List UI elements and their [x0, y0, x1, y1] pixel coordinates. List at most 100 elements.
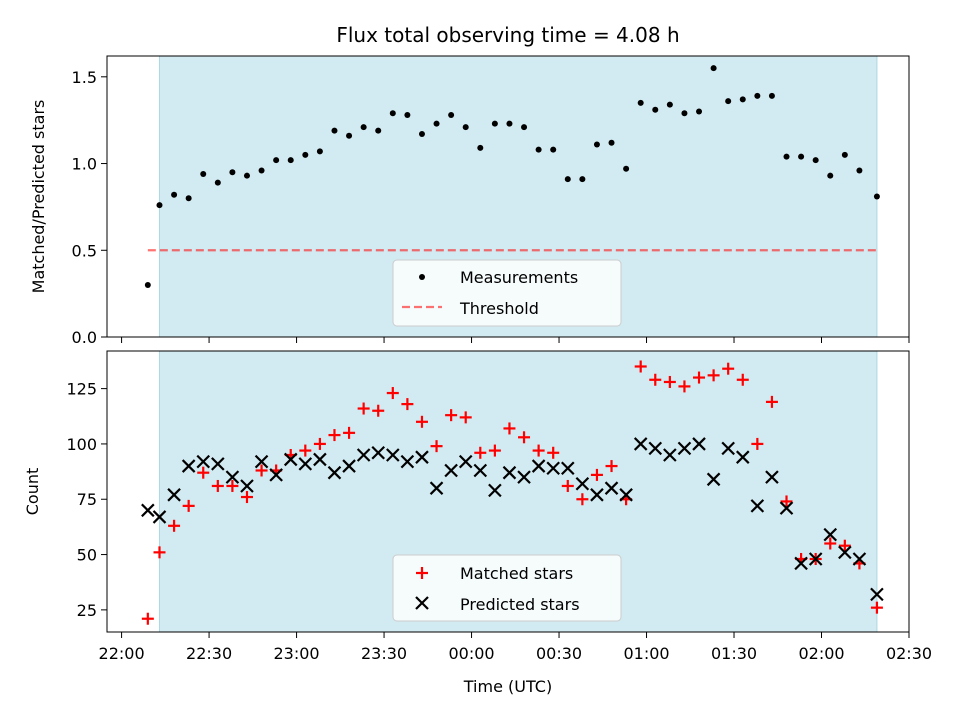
measurement-point	[593, 141, 600, 148]
measurement-point	[258, 167, 265, 174]
predicted-star-point	[823, 527, 838, 542]
count-y-axis-label: Count	[23, 468, 42, 516]
matched-star-point	[678, 380, 691, 393]
time-x-tick-label: 00:00	[448, 644, 494, 663]
measurement-point	[827, 172, 834, 179]
predicted-star-point	[706, 472, 721, 487]
matched-star-point	[663, 375, 676, 388]
predicted-star-point	[838, 545, 852, 560]
matched-star-point	[474, 446, 487, 459]
matched-star-point	[547, 446, 560, 459]
measurement-point	[564, 176, 571, 183]
matched-star-point	[824, 537, 837, 550]
chart-title: Flux total observing time = 4.08 h	[336, 23, 679, 47]
measurement-point	[754, 92, 761, 99]
measurement-point	[229, 169, 236, 176]
predicted-star-point	[400, 454, 415, 469]
measurement-point	[462, 124, 469, 131]
matched-star-point	[590, 468, 603, 481]
predicted-star-point	[604, 481, 619, 495]
measurement-point	[185, 195, 192, 202]
matched-star-point	[328, 429, 341, 442]
matched-star-point	[605, 460, 618, 473]
measurement-point	[666, 101, 673, 108]
measurement-point	[477, 144, 484, 151]
measurement-point	[798, 153, 805, 160]
measurement-point	[273, 157, 280, 164]
measurement-point	[331, 127, 338, 134]
predicted-star-point	[488, 483, 502, 498]
measurement-point	[418, 131, 425, 138]
predicted-star-point	[342, 459, 356, 473]
measurement-point	[550, 146, 557, 153]
predicted-star-point	[808, 552, 823, 566]
measurement-point	[316, 148, 323, 155]
predicted-star-point	[298, 457, 313, 471]
predicted-star-point	[794, 556, 808, 571]
matched-star-point	[751, 437, 764, 450]
measurement-point	[637, 99, 644, 106]
predicted-star-point	[167, 488, 181, 502]
ratio-y-tick-label: 1.5	[72, 68, 97, 87]
predicted-star-point	[356, 448, 371, 462]
matched-star-point	[372, 404, 385, 417]
count-y-tick-label: 125	[66, 380, 97, 399]
predicted-star-point	[225, 470, 240, 484]
count-y-tick-label: 100	[66, 435, 97, 454]
ratio-panel: 0.0 0.5 1.0 1.5 Flux total observing time =…	[29, 23, 910, 347]
matched-star-point	[503, 422, 516, 435]
measurement-point	[521, 124, 528, 131]
ratio-legend-box	[392, 259, 622, 327]
predicted-star-point	[517, 470, 531, 484]
matched-star-point	[141, 612, 154, 625]
predicted-star-point	[429, 481, 444, 495]
predicted-star-point	[181, 459, 196, 473]
ratio-panel-frame	[106, 55, 910, 338]
time-x-tick-label: 02:30	[886, 644, 932, 663]
count-y-tick-label: 75	[77, 490, 97, 509]
matched-star-point	[722, 362, 735, 375]
predicted-star-point	[458, 454, 473, 469]
count-legend: Matched stars Predicted stars	[392, 554, 622, 622]
matched-star-point	[765, 395, 778, 408]
measurement-point	[652, 106, 659, 113]
count-legend-box	[392, 554, 622, 622]
matched-star-point	[870, 601, 883, 614]
measurement-point	[171, 191, 178, 198]
predicted-star-point	[371, 446, 385, 460]
measurement-point	[302, 151, 309, 158]
matched-star-point	[445, 409, 458, 422]
time-x-tick-label: 23:30	[361, 644, 407, 663]
measurement-point	[783, 153, 790, 160]
time-x-tick-label: 00:30	[536, 644, 582, 663]
legend-measurements-label: Measurements	[460, 268, 578, 287]
count-panel-frame	[106, 350, 910, 633]
predicted-star-point	[633, 437, 648, 451]
predicted-star-point	[152, 510, 167, 524]
predicted-star-point	[750, 499, 765, 513]
measurement-point	[360, 124, 367, 131]
predicted-star-point	[546, 461, 560, 476]
predicted-star-point	[211, 457, 225, 471]
predicted-star-point	[327, 465, 342, 480]
predicted-star-point	[721, 441, 735, 456]
time-x-tick-label: 22:00	[99, 644, 145, 663]
time-x-tick-label: 02:00	[798, 644, 844, 663]
predicted-star-point	[415, 450, 429, 464]
measurement-point	[579, 176, 586, 183]
predicted-star-point	[575, 476, 590, 491]
predicted-star-point	[590, 488, 604, 502]
legend-predicted-marker	[415, 596, 429, 610]
matched-star-point	[153, 546, 166, 559]
measurement-point	[243, 172, 250, 179]
measurement-point	[448, 111, 455, 118]
time-x-tick-label: 01:30	[711, 644, 757, 663]
ratio-y-tick-label: 1.0	[72, 155, 97, 174]
measurement-point	[535, 146, 542, 153]
measurement-point	[841, 151, 848, 158]
count-y-tick-label: 50	[77, 546, 97, 565]
predicted-star-point	[313, 452, 327, 467]
legend-matched-marker	[416, 567, 428, 579]
time-x-tick-label: 22:30	[186, 644, 232, 663]
matched-star-point	[780, 495, 793, 508]
